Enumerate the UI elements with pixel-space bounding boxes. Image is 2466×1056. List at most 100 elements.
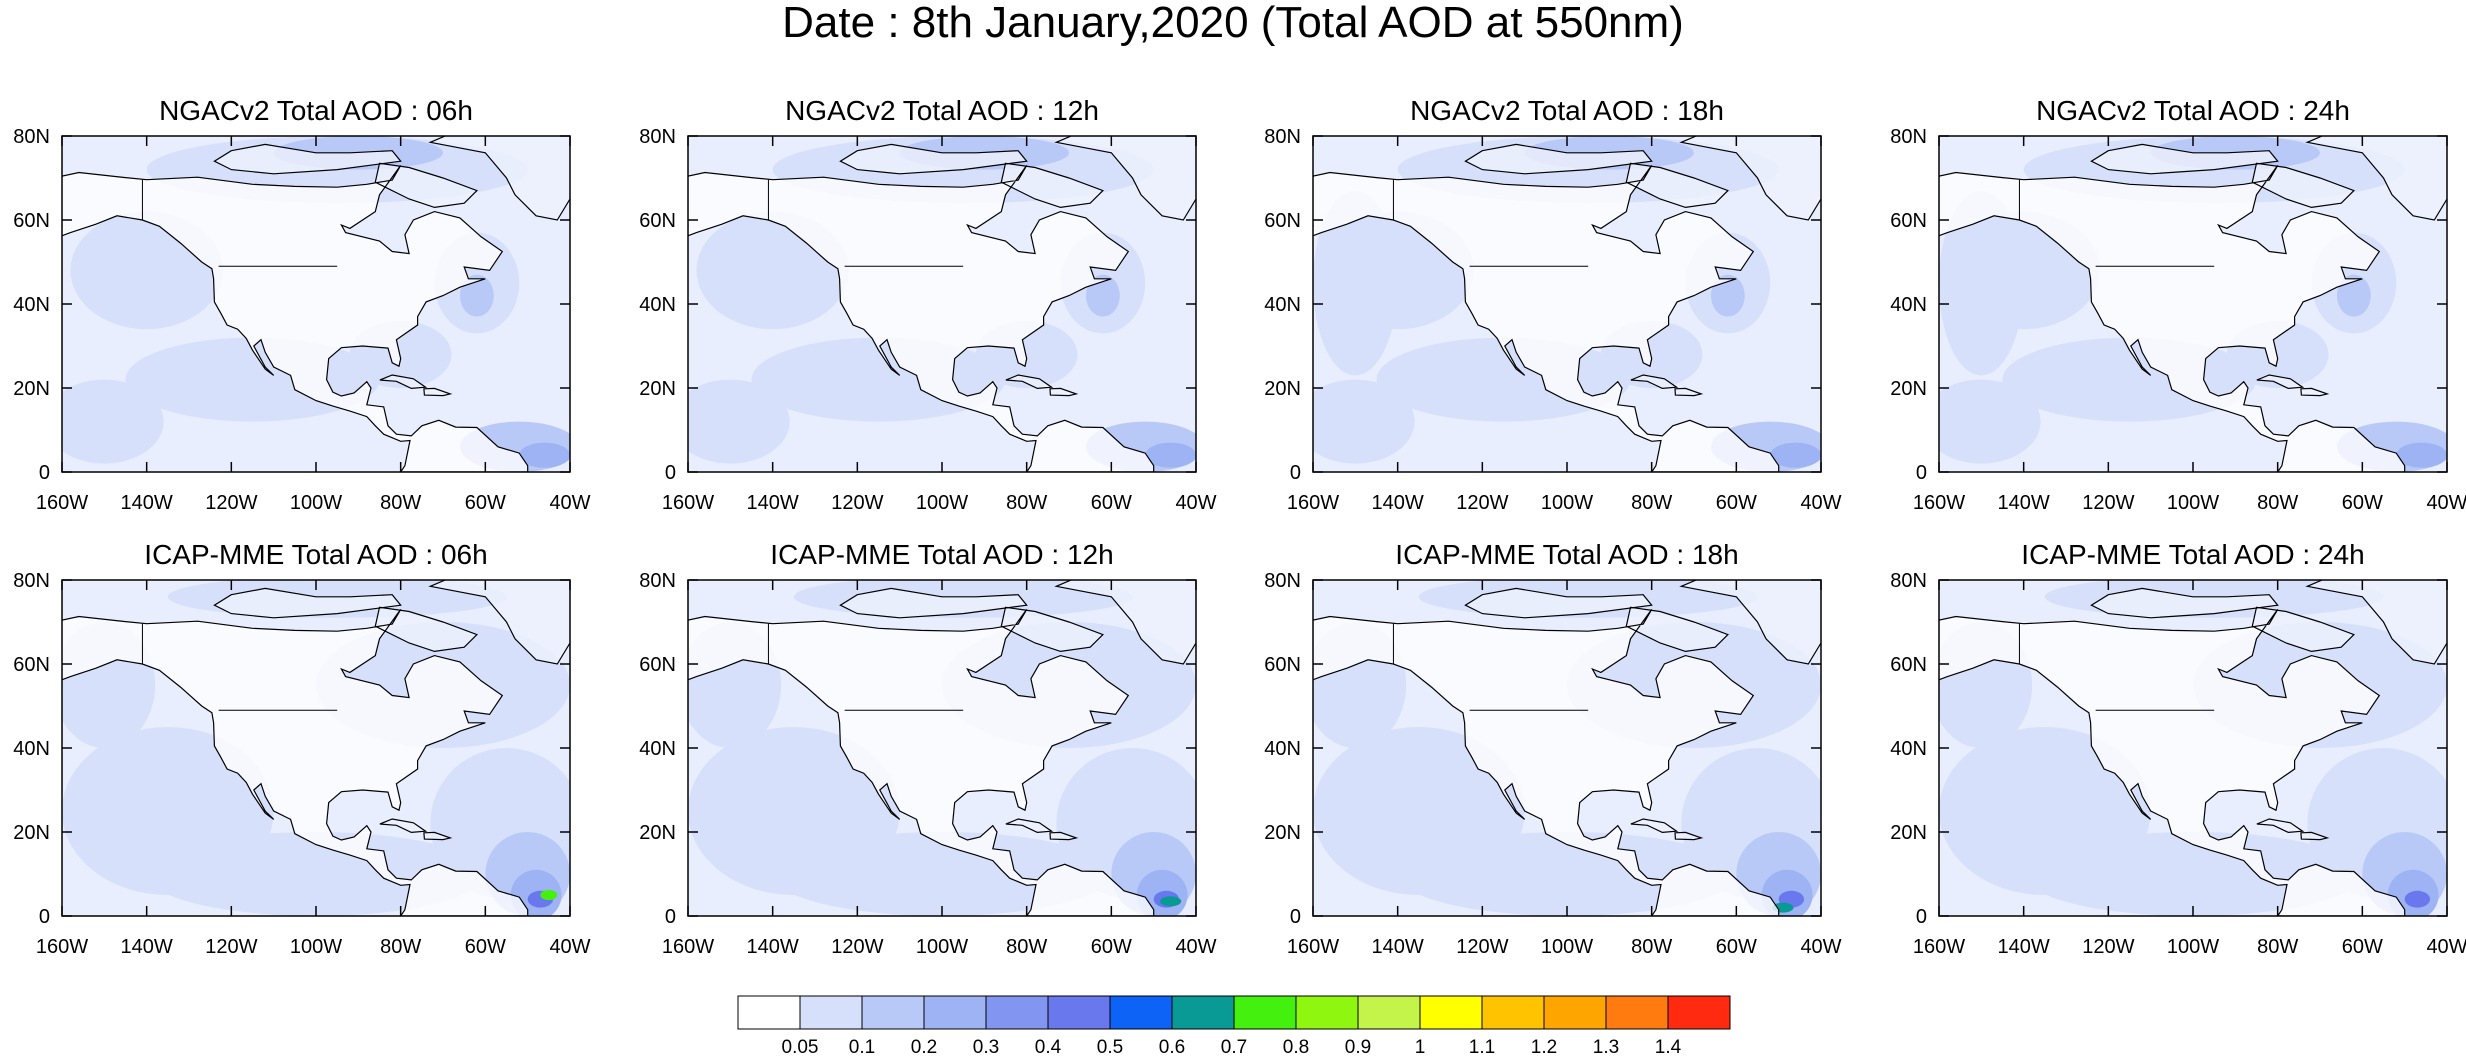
coastline: [1049, 831, 1079, 841]
land-fill: [688, 165, 1154, 472]
land-fill: [1626, 163, 1728, 208]
coastline: [2256, 818, 2305, 834]
coastline: [379, 374, 428, 390]
lon-tick-label: 100W: [1541, 492, 1593, 514]
land-fill: [62, 609, 528, 916]
colorbar-label: 0.3: [973, 1037, 999, 1056]
aod-patch: [146, 832, 486, 916]
lat-tick-label: 60N: [1890, 210, 1927, 232]
lon-tick-label: 140W: [121, 492, 173, 514]
aod-field: [1939, 136, 2447, 472]
coastline: [2251, 162, 2355, 209]
colorbar-label: 0.1: [849, 1037, 875, 1056]
colorbar-swatch: [737, 995, 801, 1030]
aod-patch: [772, 832, 1112, 916]
lat-tick-label: 80N: [639, 126, 676, 148]
land-fill: [2256, 819, 2303, 833]
lat-tick-label: 60N: [1264, 654, 1301, 676]
aod-patch: [1710, 274, 1745, 317]
colorbar-swatch: [799, 995, 863, 1030]
lon-tick-label: 40W: [2426, 492, 2466, 514]
coastline: [1939, 609, 2406, 916]
lat-tick-label: 80N: [1264, 126, 1301, 148]
lon-tick-label: 60W: [1091, 936, 1132, 958]
colorbar-swatch: [923, 995, 987, 1030]
land-fill: [2256, 375, 2303, 389]
aod-patch: [519, 442, 570, 468]
lon-tick-label: 80W: [1006, 936, 1047, 958]
lon-tick-label: 40W: [549, 936, 590, 958]
coastlines: [688, 136, 1196, 472]
lat-tick-label: 40N: [13, 738, 50, 760]
lat-tick-label: 0: [665, 906, 676, 928]
lon-tick-label: 100W: [290, 936, 342, 958]
coastline: [1679, 136, 1821, 221]
land-fill: [1630, 375, 1677, 389]
coastline: [1625, 606, 1729, 653]
aod-patch: [62, 379, 164, 464]
lon-tick-label: 140W: [747, 936, 799, 958]
land-fill: [1675, 388, 1702, 396]
coastline: [1313, 165, 1780, 472]
aod-field: [62, 136, 570, 472]
lon-tick-label: 80W: [380, 936, 421, 958]
aod-field: [1313, 136, 1821, 472]
map-panel-3: 160W 140W 120W 100W 80W 60W 40W 0 20N 40N 60N 80N NG…: [1264, 95, 1841, 514]
aod-patch: [1160, 896, 1182, 907]
aod-field: [1939, 580, 2447, 916]
coastline: [2090, 143, 2279, 175]
land-fill: [1001, 163, 1103, 208]
lat-tick-label: 20N: [639, 378, 676, 400]
lon-tick-label: 40W: [1175, 936, 1216, 958]
colorbar-swatch: [861, 995, 925, 1030]
land-fill: [2307, 136, 2447, 220]
aod-patch: [1770, 442, 1821, 468]
lat-tick-label: 20N: [639, 822, 676, 844]
coastline: [374, 606, 478, 653]
coastline: [1674, 387, 1704, 397]
coastline: [2256, 374, 2305, 390]
colorbar-label: 0.8: [1283, 1037, 1309, 1056]
lon-tick-label: 140W: [747, 492, 799, 514]
lon-tick-label: 160W: [1913, 492, 1965, 514]
coastline: [62, 165, 529, 472]
lon-tick-label: 160W: [36, 936, 88, 958]
coastline: [1464, 143, 1653, 175]
land-fill: [1313, 165, 1779, 472]
lon-tick-label: 60W: [1716, 936, 1757, 958]
map-panel-5: 160W 140W 120W 100W 80W 60W 40W 0 20N 40N 60N 80N IC…: [13, 539, 590, 958]
lat-tick-label: 60N: [1890, 654, 1927, 676]
colorbar-label: 1: [1415, 1037, 1426, 1056]
coastline: [428, 136, 570, 221]
land-fill: [1001, 607, 1103, 652]
land-fill: [2091, 588, 2278, 618]
coastline: [688, 609, 1155, 916]
aod-patch: [2023, 832, 2363, 916]
map-panels: 160W 140W 120W 100W 80W 60W 40W 0 20N 40N 60N 80N NG…: [13, 95, 2466, 958]
land-fill: [375, 607, 477, 652]
colorbar-label: 0.5: [1097, 1037, 1123, 1056]
colorbar-label: 0.2: [911, 1037, 937, 1056]
lat-tick-label: 60N: [1264, 210, 1301, 232]
coastline: [2305, 136, 2447, 221]
lon-tick-label: 140W: [1372, 936, 1424, 958]
lat-tick-label: 40N: [639, 294, 676, 316]
lon-tick-label: 40W: [1800, 492, 1841, 514]
lon-tick-label: 60W: [1091, 492, 1132, 514]
coastline: [213, 587, 402, 619]
lon-tick-label: 120W: [831, 936, 883, 958]
coastline: [1679, 580, 1821, 665]
lat-tick-label: 0: [1290, 906, 1301, 928]
aod-patch: [1313, 190, 1398, 376]
lon-tick-label: 40W: [1175, 492, 1216, 514]
lat-tick-label: 80N: [639, 570, 676, 592]
aod-patch: [459, 274, 494, 317]
land-fill: [1681, 580, 1821, 664]
land-fill: [1939, 165, 2405, 472]
aod-patch: [2336, 274, 2371, 317]
panel-title: NGACv2 Total AOD : 24h: [2036, 95, 2350, 126]
lat-tick-label: 80N: [1890, 126, 1927, 148]
land-fill: [1675, 832, 1702, 840]
aod-patch: [2404, 890, 2431, 908]
lon-tick-label: 160W: [662, 936, 714, 958]
